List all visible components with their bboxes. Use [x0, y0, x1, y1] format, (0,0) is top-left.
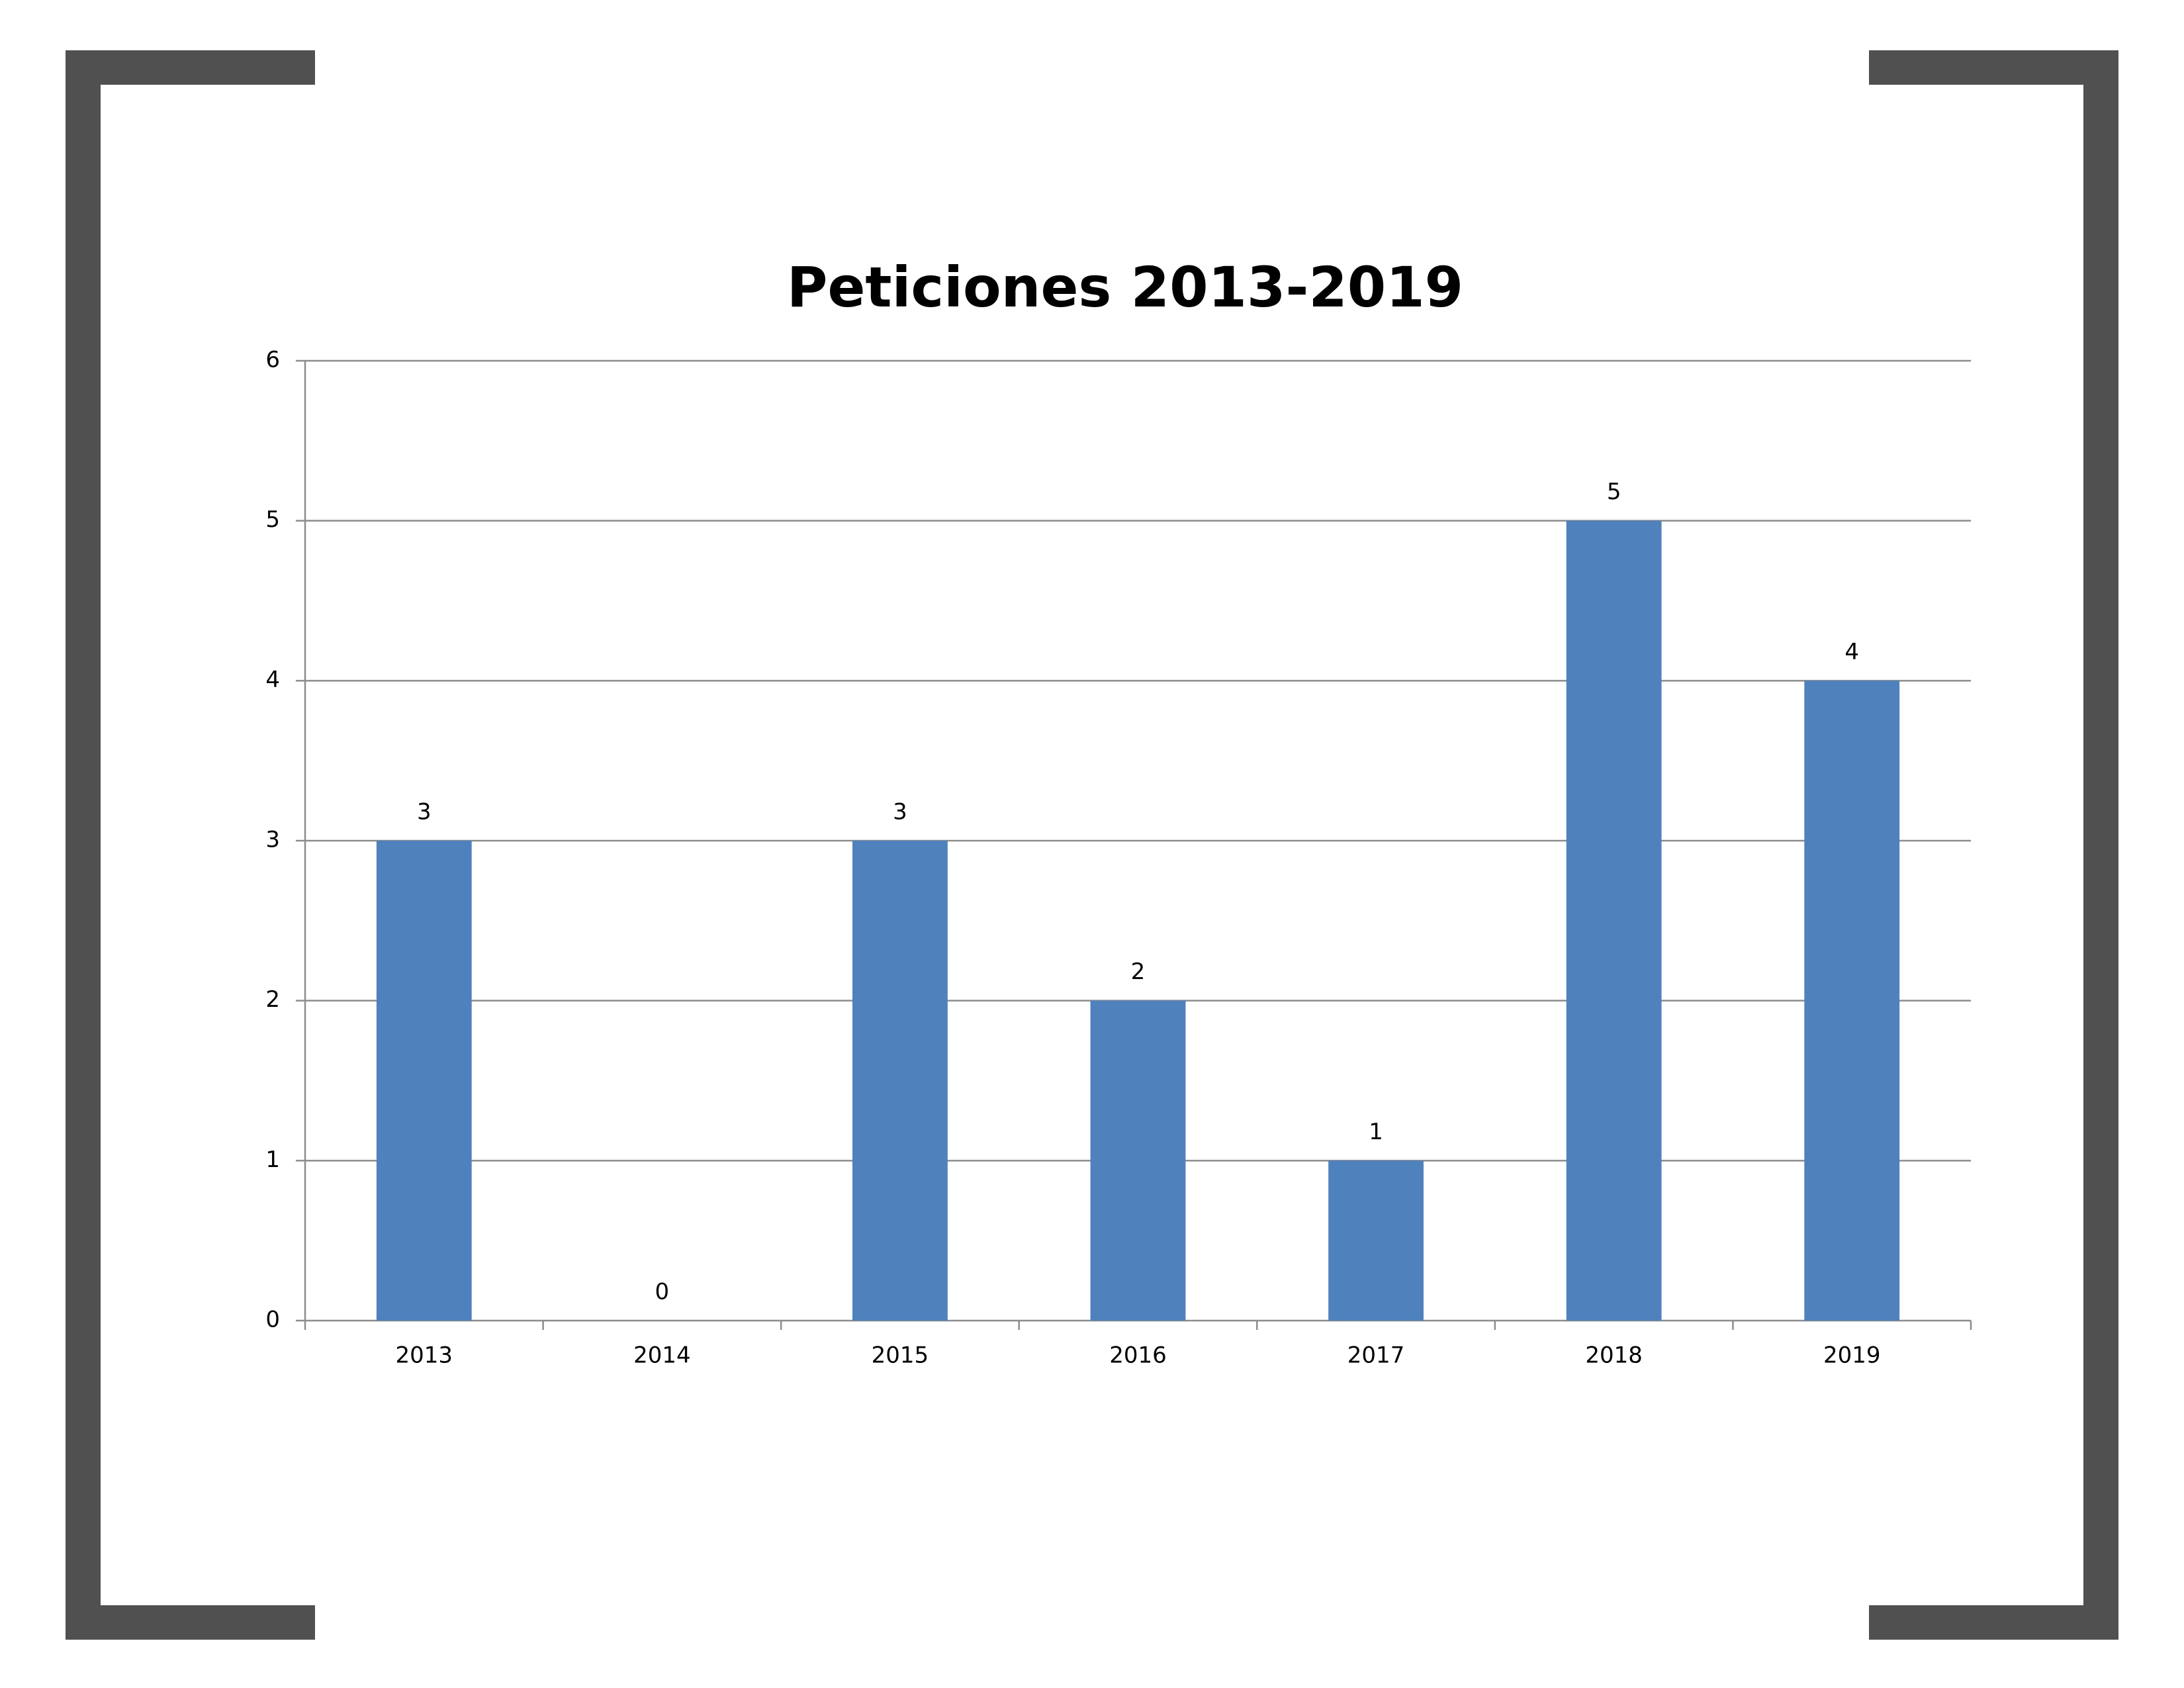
x-tick-label: 2017 — [1347, 1342, 1405, 1369]
x-tick-label: 2015 — [872, 1342, 929, 1369]
bar — [1566, 520, 1662, 1321]
data-label: 3 — [417, 799, 432, 825]
y-tick-label: 2 — [265, 986, 280, 1013]
chart-title: Peticiones 2013-2019 — [787, 255, 1463, 320]
bar — [1090, 1000, 1186, 1321]
bracket-left-bottom — [66, 1605, 315, 1640]
y-tick-label: 1 — [265, 1147, 280, 1173]
data-label: 1 — [1369, 1119, 1383, 1145]
bar — [1804, 680, 1900, 1321]
frame — [66, 50, 2118, 1640]
x-tick-label: 2014 — [633, 1342, 691, 1369]
y-tick-label: 5 — [265, 506, 280, 533]
bracket-right-bottom — [1869, 1605, 2118, 1640]
bar — [852, 841, 948, 1321]
data-label: 5 — [1607, 479, 1621, 505]
data-label: 0 — [655, 1279, 670, 1305]
x-tick-label: 2018 — [1585, 1342, 1643, 1369]
bracket-left — [66, 50, 101, 1640]
data-label: 2 — [1131, 959, 1146, 985]
x-tick-label: 2013 — [396, 1342, 453, 1369]
x-tick-label: 2019 — [1823, 1342, 1881, 1369]
y-tick-label: 6 — [265, 347, 280, 373]
data-label: 3 — [893, 799, 907, 825]
bar — [376, 841, 472, 1321]
y-tick-label: 0 — [265, 1307, 280, 1333]
bracket-left-top — [66, 50, 315, 85]
data-label: 4 — [1844, 639, 1859, 665]
bar — [1328, 1160, 1424, 1321]
bracket-right-top — [1869, 50, 2118, 85]
y-tick-label: 3 — [265, 827, 280, 853]
x-tick-label: 2016 — [1109, 1342, 1167, 1369]
y-tick-label: 4 — [265, 667, 280, 693]
bracket-right — [2083, 50, 2118, 1640]
